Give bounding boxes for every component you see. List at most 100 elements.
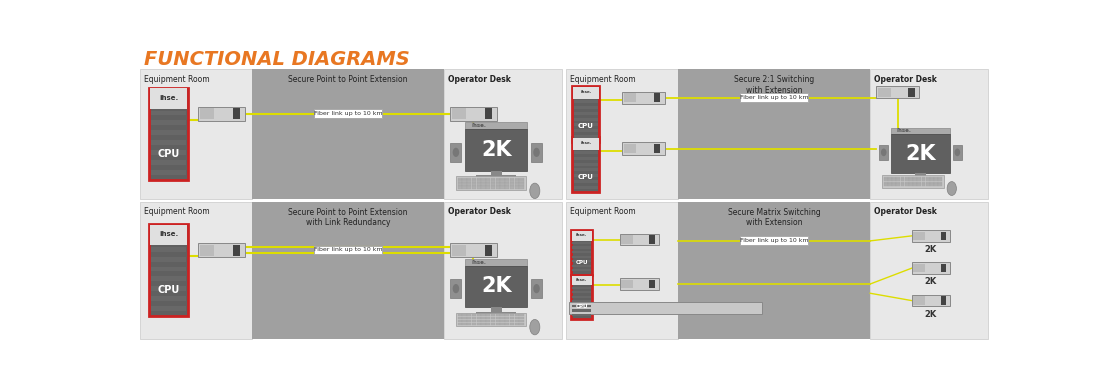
Ellipse shape — [955, 149, 960, 156]
Bar — [515, 184, 519, 186]
Bar — [500, 314, 505, 316]
Text: 2K: 2K — [925, 277, 937, 286]
Bar — [879, 145, 889, 160]
Bar — [515, 314, 519, 316]
Bar — [922, 177, 925, 179]
Bar — [883, 179, 888, 181]
Bar — [909, 88, 915, 97]
Bar — [472, 323, 476, 325]
Bar — [515, 319, 519, 322]
Bar — [926, 182, 929, 184]
Bar — [891, 128, 949, 134]
Bar — [678, 202, 870, 339]
Bar — [505, 317, 509, 319]
Bar — [233, 108, 240, 119]
Bar — [505, 319, 509, 322]
Bar — [468, 317, 472, 319]
Bar — [476, 317, 481, 319]
Bar — [905, 184, 909, 186]
Bar — [476, 323, 481, 325]
Bar — [252, 69, 444, 199]
Bar — [491, 323, 495, 325]
Bar — [572, 276, 592, 285]
Bar — [465, 129, 527, 171]
Bar — [572, 137, 600, 192]
Text: Fiber link up to 10 km: Fiber link up to 10 km — [314, 111, 382, 116]
Bar — [505, 186, 509, 189]
Bar — [917, 184, 921, 186]
Bar — [619, 278, 659, 290]
Bar — [468, 177, 472, 180]
Bar — [151, 266, 186, 271]
Bar — [574, 112, 598, 115]
Bar — [450, 107, 496, 121]
Bar — [922, 184, 925, 186]
Bar — [199, 245, 213, 255]
Bar — [574, 174, 598, 177]
Bar — [476, 184, 481, 186]
Bar — [891, 134, 949, 173]
Bar — [458, 317, 462, 319]
Bar — [515, 317, 519, 319]
Text: CPU: CPU — [157, 285, 179, 295]
Bar — [150, 88, 187, 109]
Bar — [451, 143, 461, 162]
Bar — [913, 232, 925, 240]
Bar — [468, 186, 472, 189]
Bar — [476, 180, 481, 183]
Text: 2K: 2K — [905, 144, 936, 164]
Bar — [458, 180, 462, 183]
Bar — [572, 242, 591, 244]
Bar — [905, 179, 909, 181]
Bar — [515, 323, 519, 325]
Bar — [926, 184, 929, 186]
Bar — [572, 231, 592, 241]
Bar — [912, 295, 950, 306]
Bar — [621, 280, 632, 288]
Bar — [934, 177, 938, 179]
Bar — [896, 177, 900, 179]
Bar — [892, 184, 896, 186]
Text: CPU: CPU — [578, 123, 594, 129]
Bar — [934, 182, 938, 184]
Bar — [572, 309, 591, 311]
Bar — [913, 182, 917, 184]
Bar — [938, 177, 943, 179]
Bar — [476, 175, 516, 178]
Bar — [940, 296, 946, 305]
Text: CPU: CPU — [157, 149, 179, 159]
Bar — [574, 151, 598, 154]
Bar — [476, 186, 481, 189]
Bar — [472, 317, 476, 319]
Bar — [496, 317, 499, 319]
Bar — [150, 88, 188, 180]
Bar — [486, 184, 491, 186]
Bar — [572, 296, 591, 298]
Bar — [468, 180, 472, 183]
Bar — [926, 179, 929, 181]
Ellipse shape — [530, 183, 540, 199]
Bar — [649, 235, 654, 244]
Bar — [888, 177, 892, 179]
Text: ihse.: ihse. — [472, 260, 486, 265]
Text: 2K: 2K — [481, 140, 512, 160]
Bar — [151, 130, 186, 135]
Bar — [468, 184, 472, 186]
Bar — [486, 314, 491, 316]
Bar — [472, 177, 476, 180]
Bar — [510, 319, 514, 322]
Ellipse shape — [534, 148, 540, 157]
Text: ihse.: ihse. — [158, 95, 178, 101]
Text: Secure 2:1 Switching
with Extension: Secure 2:1 Switching with Extension — [734, 75, 814, 95]
Bar — [896, 179, 900, 181]
Bar — [486, 319, 491, 322]
Text: Equipment Room: Equipment Room — [570, 74, 636, 84]
Bar — [485, 245, 492, 255]
Bar — [934, 184, 938, 186]
Bar — [151, 120, 186, 125]
Bar — [510, 180, 514, 183]
Bar — [496, 177, 499, 180]
Bar — [572, 269, 591, 271]
Bar — [451, 280, 461, 298]
Bar — [314, 245, 382, 254]
